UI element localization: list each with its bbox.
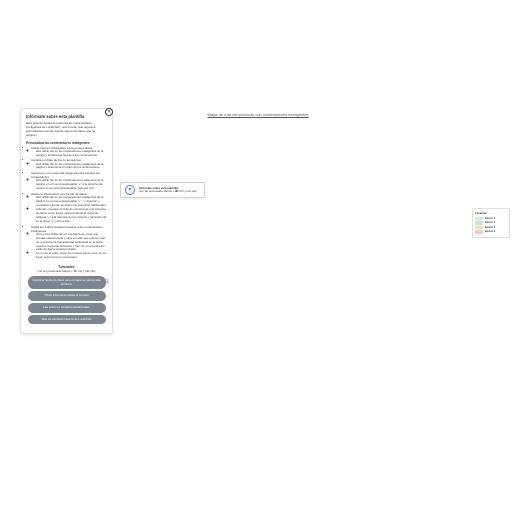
tutorials-sub: (ver sin presionado Mayús + ⌘/ Ctrl y ha… bbox=[26, 269, 107, 273]
section-head: Personaliza los contenedores inteligente… bbox=[26, 141, 107, 145]
sub-item: Haz doble clic en los contenedores intel… bbox=[36, 179, 107, 191]
list-item: Añade figuras individuales a los contene… bbox=[31, 146, 107, 158]
tutorial-button-basics[interactable]: Mira los tutoriales básicos de Lucidchar… bbox=[28, 315, 106, 324]
list-item: Añade tu información a la fuente de dato… bbox=[31, 192, 107, 224]
sub-item: Haz doble clic en los contenedores intel… bbox=[36, 163, 107, 171]
legend-title: Leyenda bbox=[475, 211, 507, 215]
legend-swatch bbox=[475, 217, 483, 221]
legend-row: Equipo 2 bbox=[475, 221, 507, 225]
info-sidebar: ✕ Infórmate sobre esta plantilla Esta gu… bbox=[20, 108, 113, 334]
list-item: Agrupa por una segunda categoría para se… bbox=[31, 171, 107, 191]
legend-swatch bbox=[475, 230, 483, 234]
list-item: Cambia el orden de los contenedores. Haz… bbox=[31, 158, 107, 170]
sub-item: Toca o haz doble clic en una figura de m… bbox=[36, 233, 107, 253]
callout-sub-pre: (ver sin presionado Mayús + bbox=[139, 189, 175, 193]
canvas-title: Mapa de ruta del producto con contenedor… bbox=[208, 112, 309, 117]
tutorial-button-format[interactable]: Obtén información sobre el formato bbox=[28, 291, 106, 300]
legend-row: Equipo 4 bbox=[475, 230, 507, 234]
callout-card[interactable]: ▼ Infórmate sobre esta plantilla (ver si… bbox=[120, 182, 205, 198]
sub-item: Además, muestra el título de columna de … bbox=[36, 208, 107, 224]
bullet-list: Añade figuras individuales a los contene… bbox=[26, 146, 107, 261]
cursor-icon: ☟ bbox=[104, 279, 110, 288]
legend-label: Equipo 1 bbox=[485, 217, 495, 220]
legend-label: Equipo 4 bbox=[485, 230, 495, 233]
sidebar-intro: Esta guía de producto presenta los conte… bbox=[26, 122, 107, 138]
legend-row: Equipo 1 bbox=[475, 217, 507, 221]
legend-row: Equipo 3 bbox=[475, 226, 507, 230]
callout-sub: (ver sin presionado Mayús + ⌘/ Ctrl y ha… bbox=[139, 190, 197, 193]
callout-sub-post: / Ctrl y haz clic) bbox=[178, 189, 197, 193]
download-icon[interactable]: ▼ bbox=[125, 185, 135, 195]
tutorial-button-conditional[interactable]: Lee sobre los formatos condicionales bbox=[28, 303, 106, 312]
legend-label: Equipo 2 bbox=[485, 221, 495, 224]
sub-item: Si no ves el estilo, sigue los mismos pa… bbox=[36, 252, 107, 260]
tutorial-button-label: Vincula la fuente de datos para el mapa … bbox=[32, 278, 101, 285]
list-item: Aplica los estilos predeterminados a los… bbox=[31, 225, 107, 261]
sidebar-title: Infórmate sobre esta plantilla bbox=[26, 114, 107, 119]
legend: Leyenda Equipo 1 Equipo 2 Equipo 3 Equip… bbox=[472, 208, 510, 238]
close-icon[interactable]: ✕ bbox=[105, 108, 113, 116]
sub-item: Haz doble clic en los contenedores intel… bbox=[36, 150, 107, 158]
legend-swatch bbox=[475, 226, 483, 230]
legend-swatch bbox=[475, 221, 483, 225]
callout-text: Infórmate sobre esta plantilla (ver sin … bbox=[139, 187, 197, 194]
legend-label: Equipo 3 bbox=[485, 226, 495, 229]
tutorial-button-datasource[interactable]: Vincula la fuente de datos para el mapa … bbox=[28, 276, 106, 289]
